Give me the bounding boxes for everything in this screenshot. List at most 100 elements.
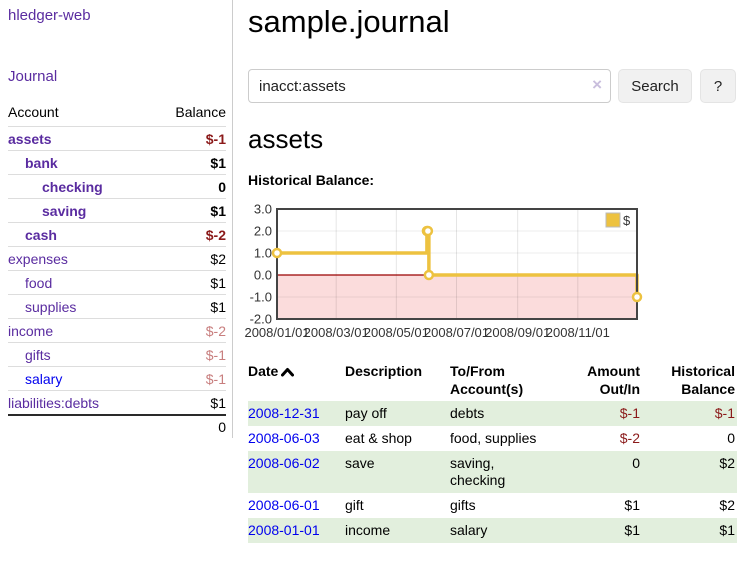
- account-link-expenses[interactable]: expenses: [8, 250, 68, 267]
- account-link-assets[interactable]: assets: [8, 130, 52, 147]
- search-input[interactable]: [248, 69, 611, 103]
- transaction-amount: $1: [624, 497, 640, 513]
- column-header-accounts[interactable]: To/From Account(s): [450, 363, 524, 397]
- column-header-amount[interactable]: Amount Out/In: [587, 363, 640, 397]
- data-point-marker[interactable]: [423, 269, 435, 281]
- account-link-saving[interactable]: saving: [42, 202, 87, 219]
- x-tick-label: 2008/01/01: [244, 325, 309, 340]
- transaction-accounts: gifts: [450, 497, 476, 513]
- chart-svg: 3.0 2.0 1.0 0.0 -1.0 -2.02008/01/012008/03/01…: [244, 202, 643, 340]
- column-header-date[interactable]: Date: [248, 360, 345, 401]
- account-link-salary[interactable]: salary: [25, 370, 63, 387]
- account-balance: $-2: [205, 322, 226, 339]
- x-tick-label: 2008/07/01: [424, 325, 489, 340]
- account-row: assets $-1: [8, 126, 226, 150]
- account-row: cash $-2: [8, 222, 226, 246]
- account-row: gifts $-1: [8, 342, 226, 366]
- transaction-balance: $2: [719, 497, 735, 513]
- transaction-description: save: [345, 455, 375, 471]
- transaction-row: 2008-01-01 income salary $1 $1: [248, 518, 737, 543]
- data-point-marker[interactable]: [631, 291, 643, 303]
- transaction-date-link[interactable]: 2008-06-01: [248, 497, 320, 513]
- account-link-gifts[interactable]: gifts: [25, 346, 51, 363]
- account-balance: $-1: [205, 130, 226, 147]
- transaction-amount: $1: [624, 522, 640, 538]
- account-link-supplies[interactable]: supplies: [25, 298, 77, 315]
- transaction-row: 2008-06-01 gift gifts $1 $2: [248, 493, 737, 518]
- x-tick-label: 2008/09/01: [485, 325, 550, 340]
- account-balance-table: Account Balance assets $-1 bank $1 checking 0…: [8, 100, 226, 438]
- account-table-header: Account Balance: [8, 100, 226, 126]
- main-content: sample.journal × Search ? assets Histori…: [244, 0, 737, 543]
- account-link-checking[interactable]: checking: [42, 178, 103, 195]
- account-link-liabilities-debts[interactable]: liabilities:debts: [8, 394, 100, 411]
- transaction-description: income: [345, 522, 391, 538]
- transaction-date-link[interactable]: 2008-12-31: [248, 405, 320, 421]
- y-tick-label: -2.0: [250, 312, 272, 327]
- account-row: saving $1: [8, 198, 226, 222]
- data-point-marker[interactable]: [422, 225, 434, 237]
- account-balance: $1: [210, 274, 226, 291]
- account-column-header: Account: [8, 104, 59, 120]
- transaction-description: gift: [345, 497, 364, 513]
- account-balance: $1: [210, 202, 226, 219]
- account-tree: assets $-1 bank $1 checking 0 saving $1 cash $-2 e…: [8, 126, 226, 414]
- transaction-row: 2008-06-02 save saving, checking 0 $2: [248, 451, 737, 493]
- y-tick-label: 0.0: [254, 268, 272, 283]
- legend-label: $: [623, 213, 631, 228]
- account-balance: $1: [210, 154, 226, 171]
- transaction-row: 2008-12-31 pay off debts $-1 $-1: [248, 401, 737, 426]
- transaction-date-link[interactable]: 2008-06-03: [248, 430, 320, 446]
- account-total-row: 0: [8, 414, 226, 438]
- x-tick-label: 2008/05/01: [364, 325, 429, 340]
- search-input-wrap: ×: [248, 69, 611, 103]
- account-balance: $1: [210, 394, 226, 411]
- account-link-cash[interactable]: cash: [25, 226, 57, 243]
- account-balance: $-1: [205, 370, 226, 387]
- account-balance: 0: [218, 178, 226, 195]
- brand-link[interactable]: hledger-web: [8, 7, 91, 24]
- transaction-amount: 0: [632, 455, 640, 471]
- transaction-accounts: debts: [450, 405, 485, 421]
- x-tick-label: 2008/11/01: [546, 325, 610, 340]
- register-body: 2008-12-31 pay off debts $-1 $-1 2008-06-03 ea…: [248, 401, 737, 543]
- data-point-marker[interactable]: [271, 247, 283, 259]
- account-link-income[interactable]: income: [8, 322, 54, 339]
- transaction-row: 2008-06-03 eat & shop food, supplies $-2 0: [248, 426, 737, 451]
- transaction-date-link[interactable]: 2008-01-01: [248, 522, 320, 538]
- account-link-bank[interactable]: bank: [25, 154, 58, 171]
- transaction-balance: 0: [727, 430, 735, 446]
- transaction-description: eat & shop: [345, 430, 412, 446]
- transaction-date-cell: 2008-01-01: [248, 518, 345, 543]
- sidebar-item-journal[interactable]: Journal: [8, 68, 58, 85]
- account-heading: assets: [248, 124, 324, 154]
- column-header-balance[interactable]: Historical Balance: [671, 363, 735, 397]
- transaction-accounts: salary: [450, 522, 488, 538]
- account-balance: $-1: [205, 346, 226, 363]
- account-row: bank $1: [8, 150, 226, 174]
- account-balance: $-2: [205, 226, 226, 243]
- account-link-food[interactable]: food: [25, 274, 53, 291]
- page-title: sample.journal: [248, 4, 450, 39]
- account-row: expenses $2: [8, 246, 226, 270]
- account-row: checking 0: [8, 174, 226, 198]
- account-row: salary $-1: [8, 366, 226, 390]
- clear-search-icon[interactable]: ×: [592, 75, 602, 94]
- transaction-date-link[interactable]: 2008-06-02: [248, 455, 320, 471]
- transaction-balance: $2: [719, 455, 735, 471]
- transaction-date-cell: 2008-06-03: [248, 426, 345, 451]
- y-tick-label: 3.0: [254, 202, 272, 217]
- account-row: liabilities:debts $1: [8, 390, 226, 414]
- transaction-description: pay off: [345, 405, 387, 421]
- column-header-description[interactable]: Description: [345, 363, 423, 379]
- transaction-date-cell: 2008-06-02: [248, 451, 345, 493]
- transaction-amount: $-1: [619, 405, 640, 421]
- y-tick-label: -1.0: [250, 290, 272, 305]
- account-row: food $1: [8, 270, 226, 294]
- search-button[interactable]: Search: [618, 69, 692, 103]
- transaction-amount: $-2: [619, 430, 640, 446]
- y-tick-label: 2.0: [254, 224, 272, 239]
- sidebar: hledger-web Journal Account Balance asse…: [8, 0, 226, 438]
- historical-balance-chart: 3.0 2.0 1.0 0.0 -1.0 -2.0 2008/01/01 2008/03/01…: [244, 202, 737, 342]
- help-button[interactable]: ?: [700, 69, 736, 103]
